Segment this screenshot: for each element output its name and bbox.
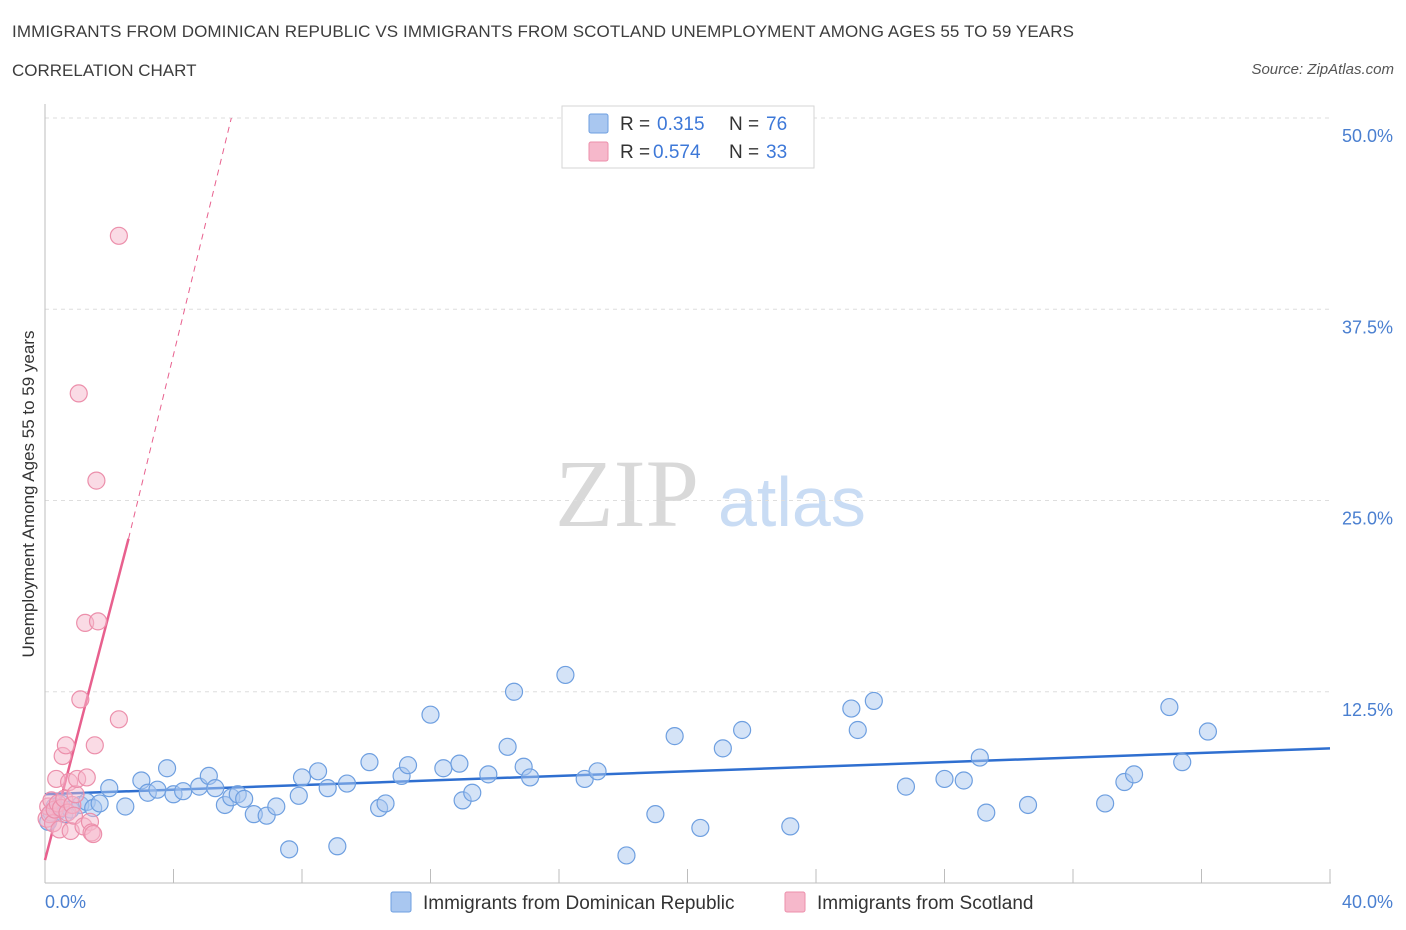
data-point-dominican-republic bbox=[360, 753, 379, 772]
legend-n-value-1: 76 bbox=[766, 114, 787, 135]
data-point-dominican-republic bbox=[691, 818, 710, 838]
data-point-dominican-republic bbox=[206, 779, 225, 798]
data-point-dominican-republic bbox=[504, 682, 524, 701]
legend-n-label-1: N = bbox=[729, 114, 759, 135]
data-point-dominican-republic bbox=[1096, 794, 1115, 813]
data-point-dominican-republic bbox=[617, 846, 636, 865]
data-point-dominican-republic bbox=[646, 805, 665, 824]
data-point-dominican-republic bbox=[970, 748, 989, 767]
data-point-dominican-republic bbox=[100, 779, 119, 798]
data-point-dominican-republic bbox=[376, 794, 395, 813]
series-legend: Immigrants from Dominican Republic Immig… bbox=[390, 891, 1033, 914]
y-axis-title: Unemployment Among Ages 55 to 59 years bbox=[19, 331, 38, 658]
data-point-dominican-republic bbox=[713, 739, 732, 758]
data-point-dominican-republic bbox=[1160, 697, 1179, 717]
data-point-dominican-republic bbox=[235, 789, 254, 808]
data-point-dominican-republic bbox=[90, 794, 109, 813]
trend-line-scotland-extension bbox=[128, 117, 232, 539]
legend-n-label-2: N = bbox=[729, 142, 759, 163]
bottom-legend-swatch-pink bbox=[784, 891, 806, 913]
data-point-dominican-republic bbox=[498, 737, 517, 756]
data-point-dominican-republic bbox=[1124, 765, 1144, 784]
grid-lines bbox=[45, 117, 1330, 693]
data-point-dominican-republic bbox=[1018, 795, 1038, 815]
data-point-scotland bbox=[84, 824, 103, 844]
data-point-dominican-republic bbox=[864, 691, 883, 711]
x-tick-labels: 0.0% 40.0% bbox=[45, 892, 1393, 912]
data-point-scotland bbox=[71, 690, 90, 709]
data-point-dominican-republic bbox=[781, 817, 800, 836]
data-point-dominican-republic bbox=[1198, 722, 1218, 741]
data-point-dominican-republic bbox=[848, 720, 867, 740]
data-point-dominican-republic bbox=[665, 727, 684, 746]
data-point-dominican-republic bbox=[174, 782, 193, 801]
data-point-scotland bbox=[88, 612, 108, 631]
correlation-legend: R = 0.315 N = 76 R = 0.574 N = 33 bbox=[561, 105, 815, 169]
series-dominican-republic-points bbox=[39, 665, 1218, 865]
data-point-dominican-republic bbox=[398, 756, 418, 775]
watermark-zip: ZIP bbox=[555, 440, 699, 547]
data-point-dominican-republic bbox=[267, 797, 286, 816]
legend-r-value-2: 0.574 bbox=[653, 142, 701, 163]
bottom-legend-label-2: Immigrants from Scotland bbox=[817, 893, 1033, 914]
legend-r-label-2: R = bbox=[620, 142, 650, 163]
data-point-scotland bbox=[109, 226, 128, 245]
x-tick-label-min: 0.0% bbox=[45, 892, 86, 912]
data-point-dominican-republic bbox=[148, 780, 167, 799]
watermark-atlas: atlas bbox=[718, 463, 866, 541]
y-tick-label: 50.0% bbox=[1342, 126, 1393, 146]
data-point-dominican-republic bbox=[318, 779, 337, 798]
data-point-dominican-republic bbox=[280, 840, 299, 859]
bottom-legend-label-1: Immigrants from Dominican Republic bbox=[423, 893, 735, 914]
trend-line-dominican-republic bbox=[44, 747, 1331, 796]
data-point-dominican-republic bbox=[479, 765, 498, 784]
y-tick-label: 12.5% bbox=[1342, 700, 1393, 720]
data-point-scotland bbox=[66, 785, 85, 804]
data-point-dominican-republic bbox=[1173, 753, 1192, 772]
data-point-dominican-republic bbox=[842, 699, 861, 718]
data-point-scotland bbox=[56, 736, 75, 755]
data-point-dominican-republic bbox=[520, 768, 540, 787]
y-tick-label: 37.5% bbox=[1342, 317, 1393, 337]
data-point-dominican-republic bbox=[157, 759, 177, 778]
data-point-dominican-republic bbox=[337, 774, 357, 793]
legend-swatch-blue bbox=[588, 113, 609, 134]
source-label: Source: ZipAtlas.com bbox=[1251, 61, 1394, 78]
data-point-dominican-republic bbox=[588, 762, 607, 781]
data-point-dominican-republic bbox=[289, 786, 308, 805]
data-point-dominican-republic bbox=[463, 783, 482, 802]
chart-subtitle: CORRELATION CHART bbox=[12, 61, 197, 80]
y-tick-labels: 12.5% 25.0% 37.5% 50.0% bbox=[1342, 126, 1393, 720]
data-point-dominican-republic bbox=[977, 803, 996, 822]
data-point-scotland bbox=[87, 471, 106, 490]
axes bbox=[44, 104, 1331, 884]
data-point-dominican-republic bbox=[556, 665, 575, 685]
data-point-dominican-republic bbox=[450, 754, 469, 773]
data-point-dominican-republic bbox=[328, 837, 347, 856]
data-point-dominican-republic bbox=[116, 797, 135, 816]
legend-r-value-1: 0.315 bbox=[657, 114, 705, 135]
legend-n-value-2: 33 bbox=[766, 142, 787, 163]
data-point-scotland bbox=[85, 736, 104, 755]
bottom-legend-swatch-blue bbox=[390, 891, 412, 913]
chart-title: IMMIGRANTS FROM DOMINICAN REPUBLIC VS IM… bbox=[12, 22, 1075, 41]
data-point-dominican-republic bbox=[292, 768, 312, 787]
data-point-scotland bbox=[77, 768, 96, 787]
data-point-scotland bbox=[109, 710, 128, 729]
legend-swatch-pink bbox=[588, 141, 609, 162]
data-point-dominican-republic bbox=[421, 705, 440, 724]
data-point-dominican-republic bbox=[733, 720, 752, 740]
x-tick-label-max: 40.0% bbox=[1342, 892, 1393, 912]
data-point-dominican-republic bbox=[434, 759, 453, 778]
data-point-scotland bbox=[69, 384, 88, 403]
data-point-dominican-republic bbox=[935, 769, 954, 789]
data-point-dominican-republic bbox=[954, 771, 973, 790]
data-point-dominican-republic bbox=[308, 762, 328, 781]
series-scotland-points bbox=[37, 226, 128, 844]
legend-r-label-1: R = bbox=[620, 114, 650, 135]
data-point-dominican-republic bbox=[896, 777, 916, 796]
y-tick-label: 25.0% bbox=[1342, 509, 1393, 529]
